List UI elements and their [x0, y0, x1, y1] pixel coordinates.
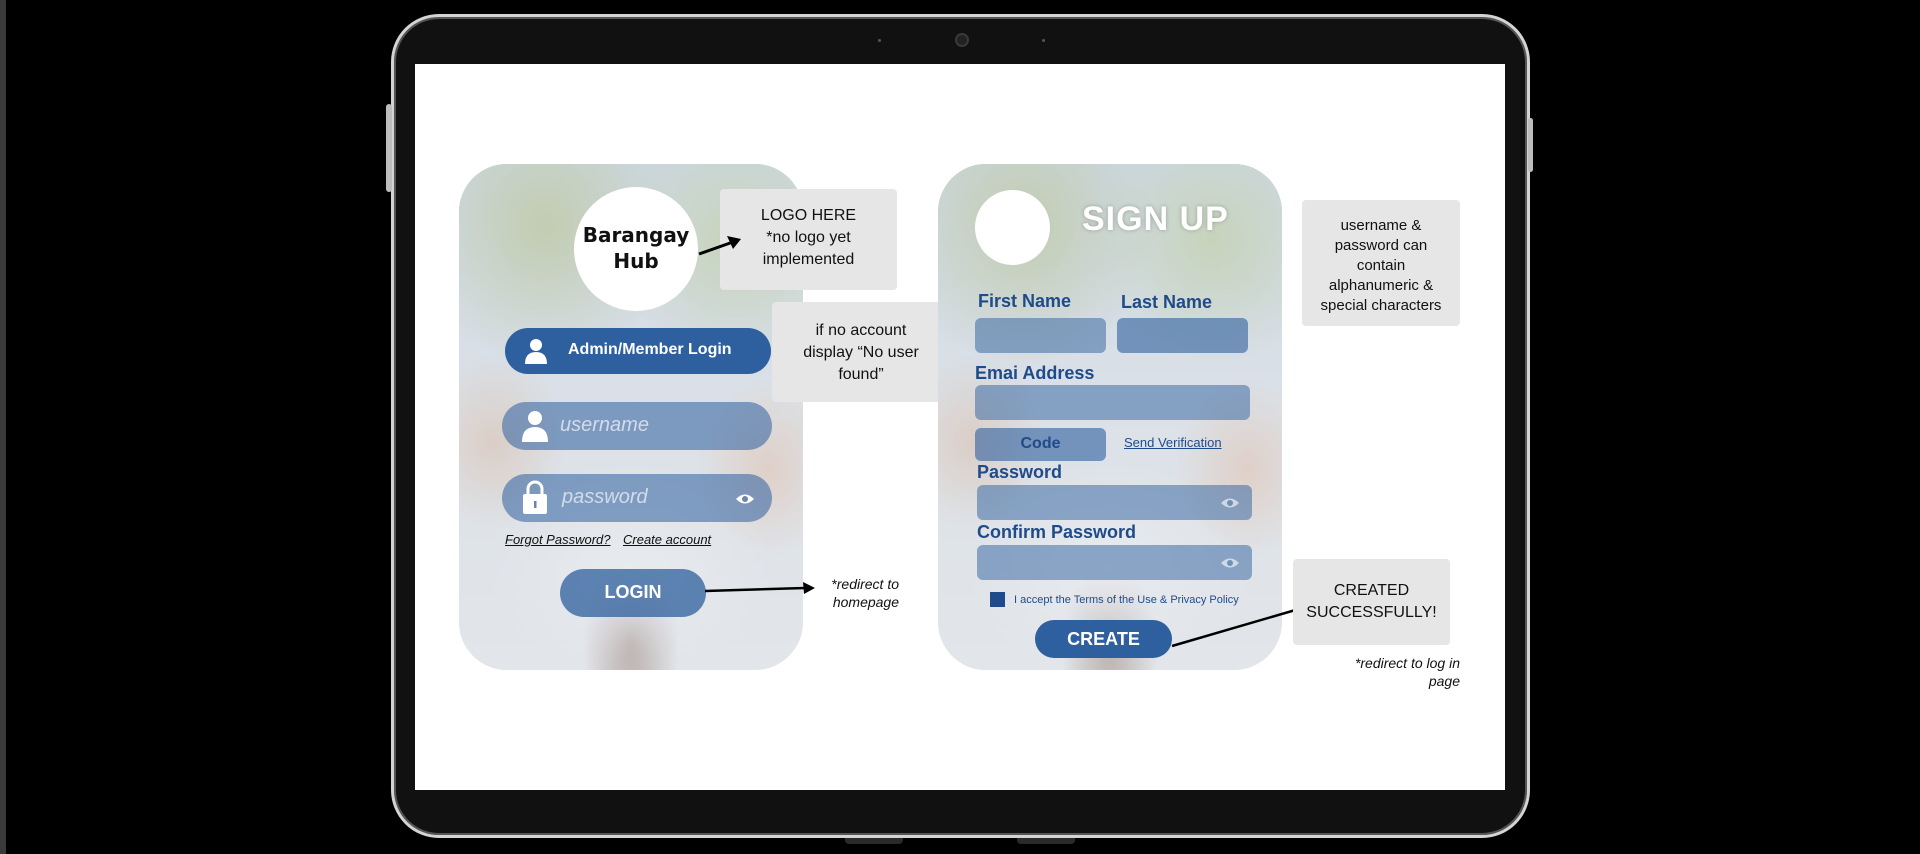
- logo-text: Barangay Hub: [582, 223, 690, 273]
- lock-icon: [523, 480, 547, 514]
- login-button[interactable]: LOGIN: [560, 569, 706, 617]
- no-account-note: if no account display “No user found”: [772, 302, 950, 402]
- signup-title: SIGN UP: [1082, 200, 1229, 238]
- tablet-screen: Barangay Hub Admin/Member Login username…: [415, 64, 1505, 790]
- redirect-login-note: *redirect to log in page: [1354, 655, 1460, 689]
- logo-note: LOGO HERE *no logo yet implemented: [720, 189, 897, 290]
- create-account-link[interactable]: Create account: [623, 532, 712, 547]
- password-label: Password: [977, 462, 1063, 482]
- logo-placeholder: [975, 190, 1050, 265]
- forgot-password-link[interactable]: Forgot Password?: [505, 532, 611, 547]
- code-input[interactable]: Code: [975, 428, 1106, 461]
- username-input[interactable]: username: [502, 402, 772, 450]
- confirm-password-label: Confirm Password: [977, 522, 1137, 542]
- background-strip: [0, 0, 6, 854]
- redirect-homepage-note: *redirect to homepage: [831, 576, 899, 610]
- tablet-foot: [845, 838, 903, 844]
- tablet-foot: [1017, 838, 1075, 844]
- sensor-dot: [1042, 39, 1045, 42]
- user-icon: [525, 339, 547, 364]
- arrow-icon: [698, 236, 741, 256]
- terms-label: I accept the Terms of the Use & Privacy …: [1014, 594, 1239, 606]
- password-input[interactable]: password: [502, 474, 772, 522]
- tablet-side-button: [386, 104, 392, 192]
- create-button[interactable]: CREATE: [1035, 620, 1172, 658]
- last-name-label: Last Name: [1121, 292, 1213, 312]
- terms-checkbox[interactable]: [990, 592, 1005, 607]
- admin-member-login-button[interactable]: Admin/Member Login: [505, 328, 771, 374]
- signup-password-input[interactable]: [977, 485, 1252, 520]
- last-name-input[interactable]: [1117, 318, 1248, 353]
- email-label: Emai Address: [975, 363, 1095, 383]
- camera-icon: [955, 33, 969, 47]
- arrow-icon: [705, 582, 815, 594]
- email-input[interactable]: [975, 385, 1250, 420]
- first-name-label: First Name: [978, 291, 1072, 311]
- credentials-note: username & password can contain alphanum…: [1302, 200, 1460, 326]
- logo-placeholder: Barangay Hub: [574, 187, 698, 311]
- show-password-eye-icon[interactable]: [736, 493, 754, 505]
- signup-card: SIGN UP First Name Last Name Emai Addres…: [938, 164, 1282, 670]
- tablet-side-button: [1528, 118, 1533, 172]
- user-icon: [522, 411, 548, 442]
- login-card: Barangay Hub Admin/Member Login username…: [459, 164, 803, 670]
- show-password-eye-icon[interactable]: [1221, 557, 1239, 569]
- show-password-eye-icon[interactable]: [1221, 497, 1239, 509]
- send-verification-link[interactable]: Send Verification: [1124, 435, 1222, 450]
- confirm-password-input[interactable]: [977, 545, 1252, 580]
- first-name-input[interactable]: [975, 318, 1106, 353]
- sensor-dot: [878, 39, 881, 42]
- created-success-note: CREATED SUCCESSFULLY!: [1293, 559, 1450, 645]
